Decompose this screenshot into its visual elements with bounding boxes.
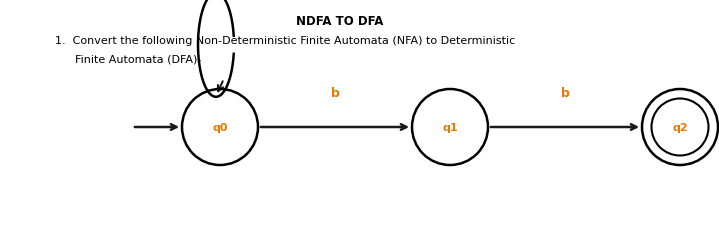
Text: q0: q0 <box>212 122 228 132</box>
Text: q1: q1 <box>442 122 458 132</box>
Text: NDFA TO DFA: NDFA TO DFA <box>296 15 384 28</box>
Text: q2: q2 <box>672 122 688 132</box>
Text: b: b <box>331 87 339 100</box>
Text: Finite Automata (DFA)-: Finite Automata (DFA)- <box>75 55 201 65</box>
Text: b: b <box>561 87 569 100</box>
Text: 1.  Convert the following Non-Deterministic Finite Automata (NFA) to Determinist: 1. Convert the following Non-Determinist… <box>55 36 516 46</box>
